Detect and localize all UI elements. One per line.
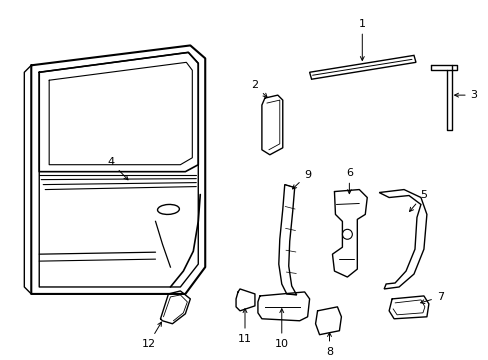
- Text: 11: 11: [238, 309, 251, 344]
- Text: 3: 3: [454, 90, 477, 100]
- Text: 2: 2: [251, 80, 266, 97]
- Text: 5: 5: [408, 189, 427, 211]
- Text: 10: 10: [274, 309, 288, 349]
- Text: 4: 4: [107, 157, 128, 180]
- Text: 1: 1: [358, 18, 365, 60]
- Text: 9: 9: [292, 170, 310, 189]
- Text: 8: 8: [325, 333, 332, 357]
- Text: 6: 6: [345, 168, 352, 194]
- Text: 7: 7: [420, 292, 443, 303]
- Text: 12: 12: [141, 322, 161, 349]
